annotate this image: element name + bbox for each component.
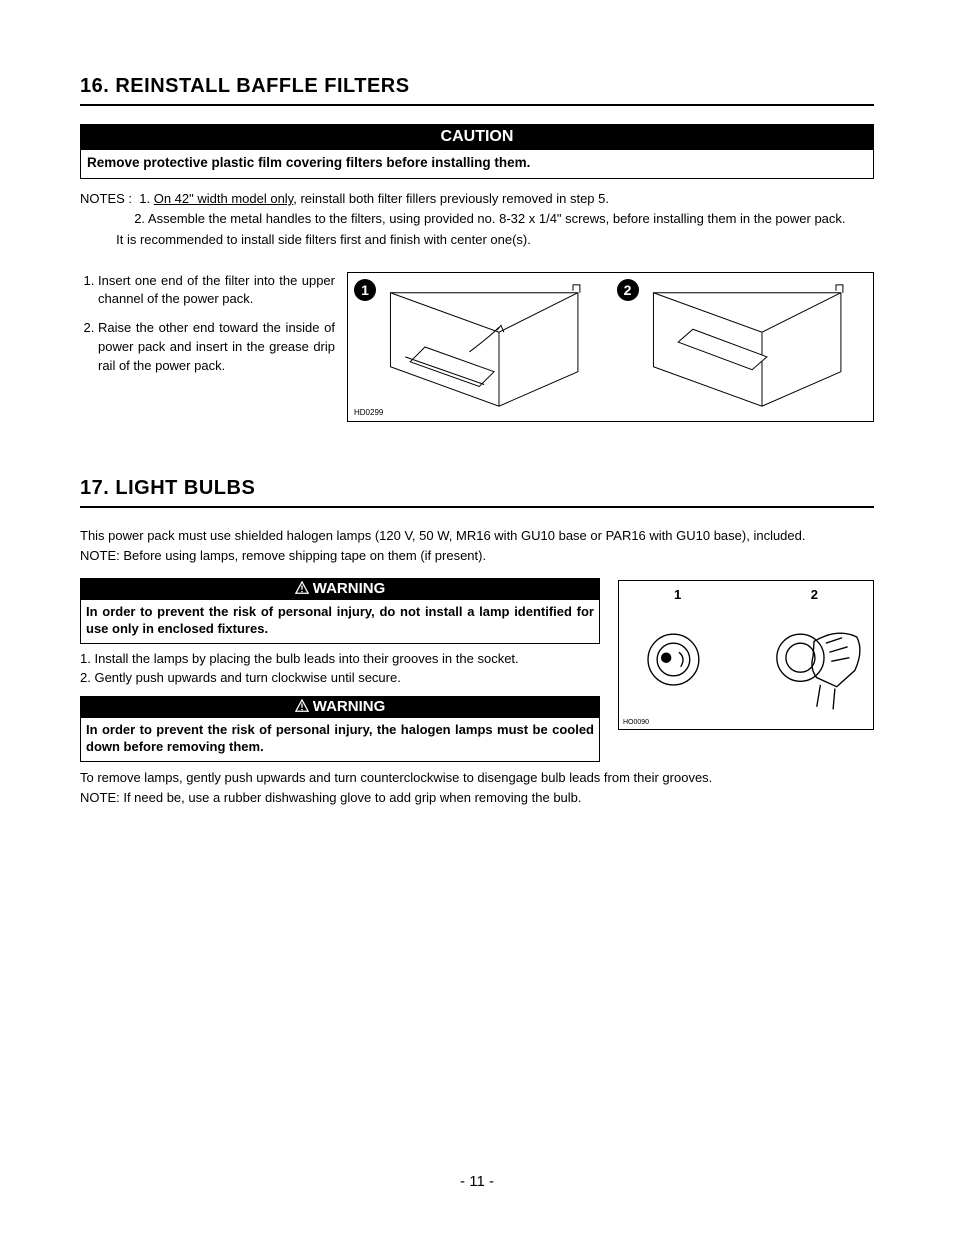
section-16: 16. REINSTALL BAFFLE FILTERS CAUTION Rem… [80,75,874,422]
note-3: It is recommended to install side filter… [80,230,874,250]
section-16-heading: 16. REINSTALL BAFFLE FILTERS [80,75,874,106]
section-17: 17. LIGHT BULBS This power pack must use… [80,477,874,808]
section-17-heading: 17. LIGHT BULBS [80,477,874,508]
bulb-remove-text: To remove lamps, gently push upwards and… [80,768,874,808]
page-number: - 11 - [0,1173,954,1190]
bulb-diagram: 1 2 [618,580,874,730]
caution-box: CAUTION Remove protective plastic film c… [80,124,874,179]
bulb-diagram-label-2: 2 [811,587,818,602]
bulb-step-1: 1. Install the lamps by placing the bulb… [80,650,600,669]
bulbs-row: WARNING In order to prevent the risk of … [80,578,874,762]
filter-steps-row: Insert one end of the filter into the up… [80,272,874,422]
bulbs-intro: This power pack must use shielded haloge… [80,526,874,566]
warning-box-1: WARNING In order to prevent the risk of … [80,578,600,644]
filter-diagram-code: HD0299 [354,408,383,417]
filter-svg-2 [611,273,874,421]
warning-banner-1: WARNING [80,578,600,600]
bulb-diagram-code: HO0090 [623,719,649,726]
filter-diagram-panel-2: 2 [611,273,874,421]
warning-2-text: In order to prevent the risk of personal… [80,718,600,762]
warning-1-text: In order to prevent the risk of personal… [80,600,600,644]
diagram-badge-1: 1 [354,279,376,301]
caution-banner: CAUTION [81,125,873,150]
filter-svg-1 [348,273,611,421]
filter-step-1: Insert one end of the filter into the up… [98,272,335,310]
warning-banner-2: WARNING [80,696,600,718]
bulbs-left-column: WARNING In order to prevent the risk of … [80,578,600,762]
caution-text: Remove protective plastic film covering … [81,150,873,178]
note-1-body: 1. On 42" width model only, reinstall bo… [139,189,609,209]
warning-box-2: WARNING In order to prevent the risk of … [80,696,600,762]
warning-icon [295,699,309,713]
note-2: 2. Assemble the metal handles to the fil… [80,209,874,229]
bulb-diagram-label-1: 1 [674,587,681,602]
note-1: NOTES : 1. On 42" width model only, rein… [80,189,874,209]
notes-block: NOTES : 1. On 42" width model only, rein… [80,189,874,249]
notes-prefix: NOTES : [80,189,139,209]
filter-diagram-panel-1: 1 [348,273,611,421]
bulb-step-2: 2. Gently push upwards and turn clockwis… [80,669,600,688]
filter-diagram: 1 2 [347,272,874,422]
filter-steps-text: Insert one end of the filter into the up… [80,272,335,422]
bulb-svg [619,581,873,729]
filter-step-2: Raise the other end toward the inside of… [98,319,335,376]
diagram-badge-2: 2 [617,279,639,301]
bulb-install-steps: 1. Install the lamps by placing the bulb… [80,650,600,688]
warning-icon [295,581,309,595]
